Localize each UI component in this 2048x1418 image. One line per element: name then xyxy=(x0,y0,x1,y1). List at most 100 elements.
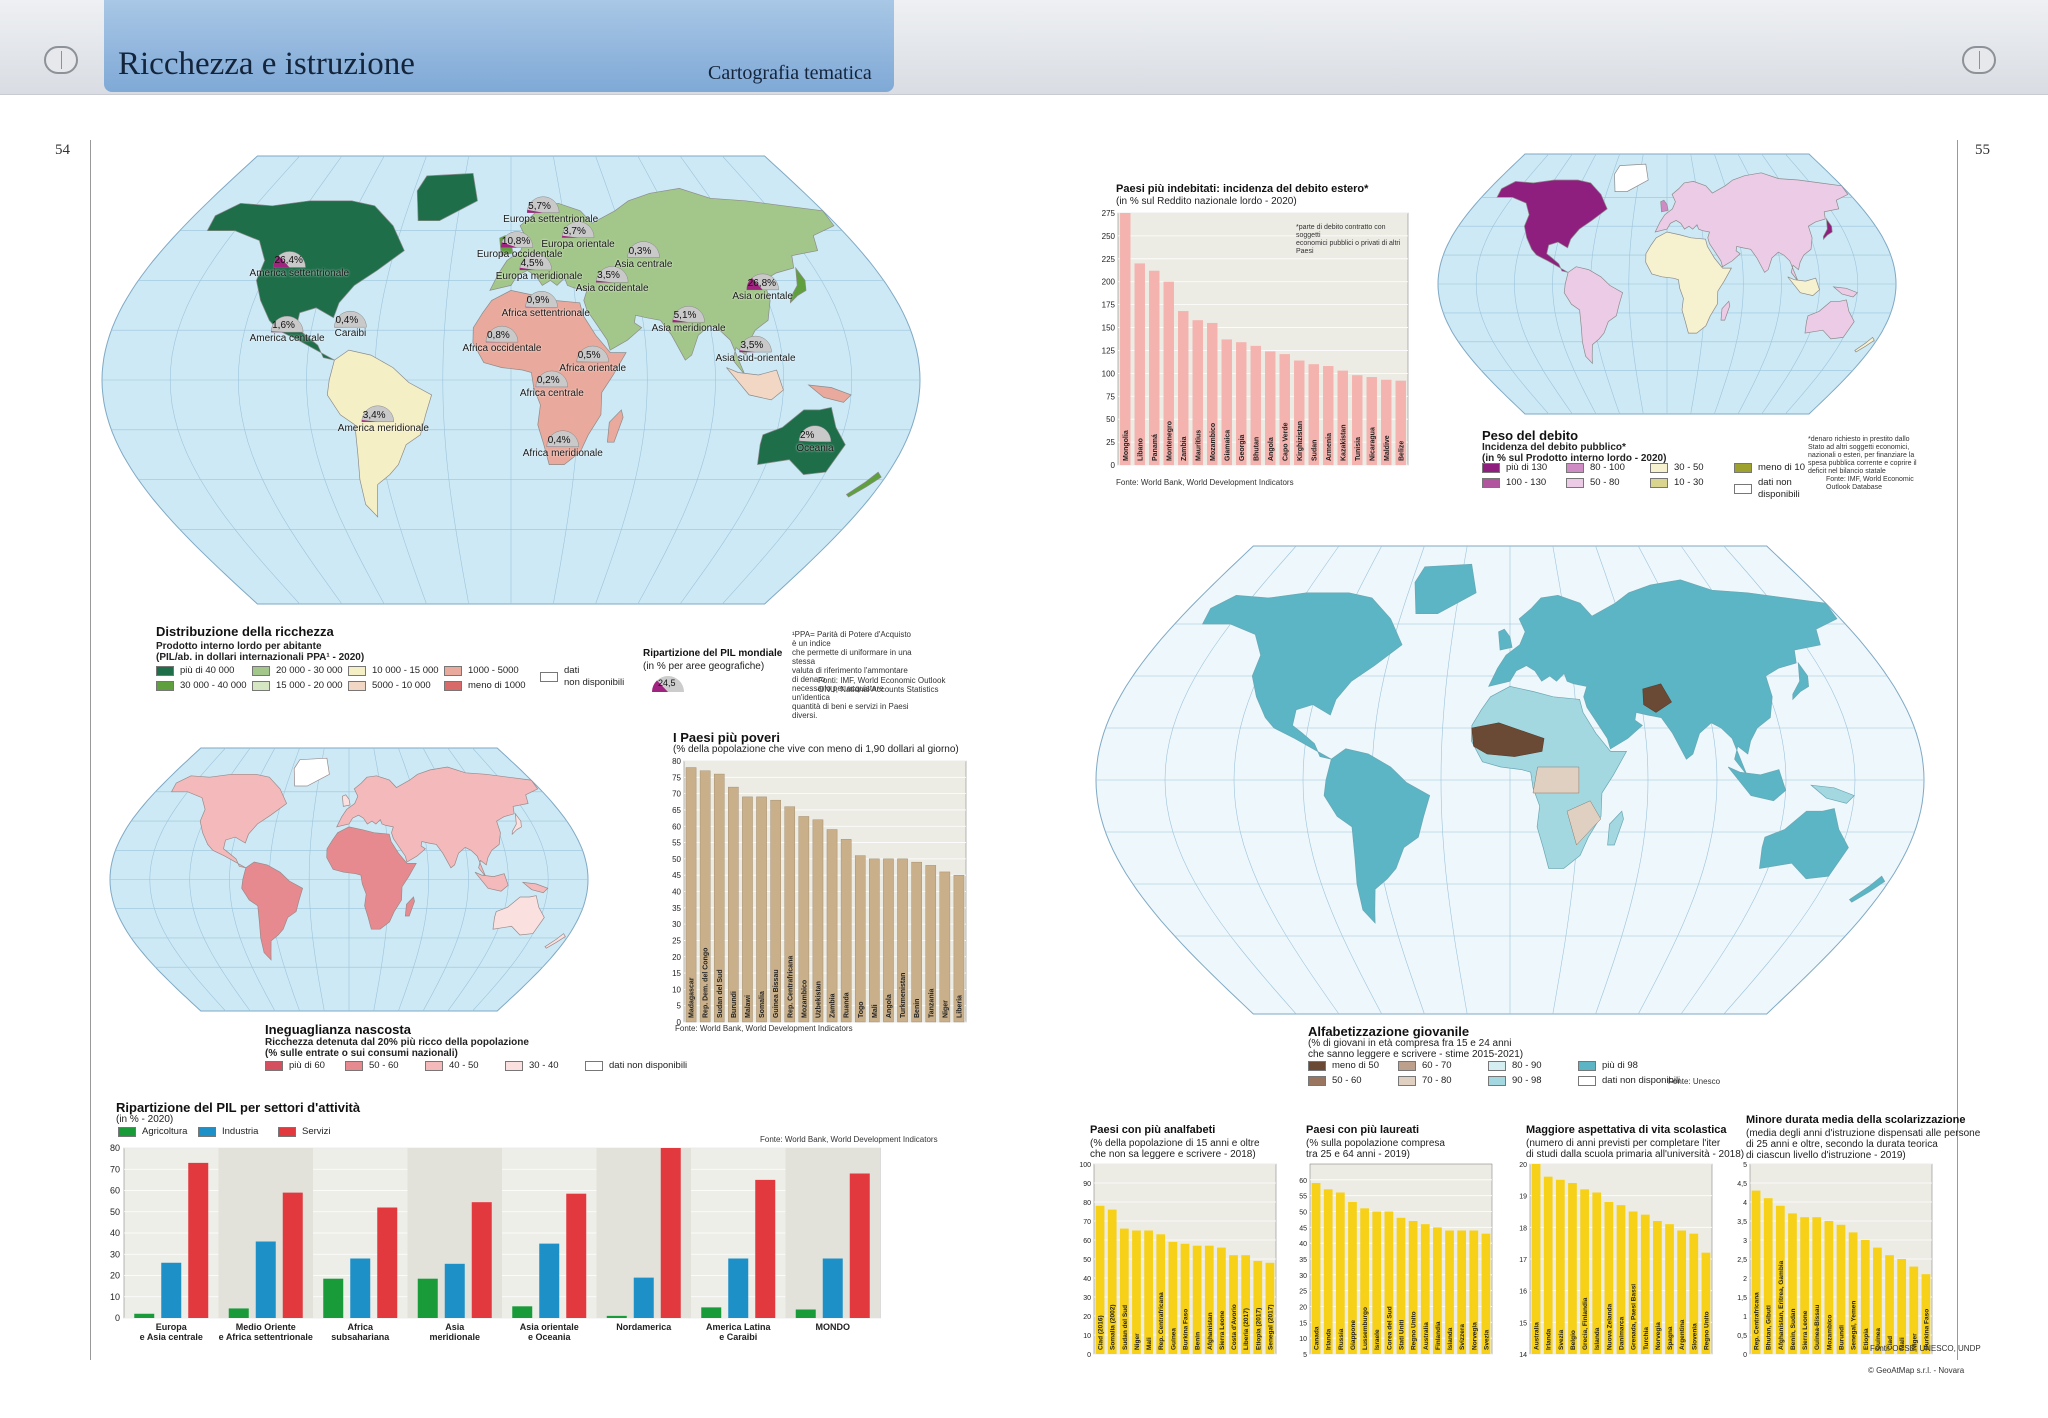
y-tick-label: 55 xyxy=(672,839,681,848)
category-label: Etiopia xyxy=(1863,1328,1870,1350)
y-tick-label: 0 xyxy=(677,1018,682,1027)
landmass xyxy=(1654,172,1849,282)
pil-share-marker xyxy=(334,310,367,328)
legend-label: dati non disponibili xyxy=(1602,1075,1681,1086)
wealth-source: Fonti: IMF, World Economic Outlook ONU, … xyxy=(818,676,946,694)
category-label: Malawi xyxy=(745,995,752,1018)
y-tick-label: 65 xyxy=(672,806,681,815)
y-tick-label: 35 xyxy=(672,904,681,913)
category-label: Burkina Faso xyxy=(1183,1309,1190,1350)
bar xyxy=(742,796,753,1023)
y-tick-label: 100 xyxy=(1079,1162,1091,1169)
bar xyxy=(1836,1224,1846,1354)
legend-item: Industria xyxy=(198,1126,258,1139)
pil-share-marker xyxy=(485,325,519,343)
category-label: Argentina xyxy=(1679,1319,1686,1350)
bar xyxy=(1531,1164,1541,1354)
y-tick-label: 40 xyxy=(1083,1276,1091,1283)
legend-swatch xyxy=(1650,463,1668,473)
bar xyxy=(1481,1233,1491,1354)
bar xyxy=(1323,1189,1333,1354)
legend-swatch xyxy=(1650,478,1668,488)
book-icon xyxy=(1962,46,1996,74)
legend-swatch xyxy=(156,666,174,676)
landmass xyxy=(1792,661,1809,701)
bar xyxy=(812,819,824,1023)
region-label: America meridionale xyxy=(337,422,429,434)
pil-share-marker xyxy=(798,425,832,442)
bar xyxy=(854,855,866,1023)
pil-share-marker xyxy=(576,345,609,363)
bar xyxy=(1337,370,1348,465)
region-share-value: 0,2% xyxy=(536,374,560,386)
category-label: Islanda xyxy=(1594,1327,1601,1350)
legend-item: dati non disponibili xyxy=(1578,1075,1680,1088)
legend-label: Servizi xyxy=(302,1126,331,1137)
bar xyxy=(1107,1209,1117,1354)
bar xyxy=(377,1207,398,1318)
region-share-value: 5,1% xyxy=(673,310,697,322)
literacy-legend: meno di 50 50 - 60 60 - 70 70 - 80 80 - 90 90… xyxy=(1308,1060,1728,1090)
bar xyxy=(1253,1260,1263,1354)
bar xyxy=(1348,1202,1357,1354)
legend-swatch xyxy=(1308,1076,1326,1086)
bar xyxy=(925,865,937,1023)
legend-label: 10 000 - 15 000 xyxy=(372,665,439,676)
category-label: Mali xyxy=(1146,1337,1153,1350)
legend-label: meno di 10 xyxy=(1758,462,1806,473)
category-label: Australia xyxy=(1423,1322,1430,1350)
wealth-title: Distribuzione della ricchezza xyxy=(156,624,334,639)
legend-label: 30 000 - 40 000 xyxy=(180,680,247,691)
category-label: Niger xyxy=(1134,1333,1141,1350)
legend-label: 10 - 30 xyxy=(1674,477,1704,488)
category-label: Giamaica xyxy=(1224,430,1231,461)
y-tick-label: 50 xyxy=(110,1207,120,1217)
legend-swatch xyxy=(118,1127,136,1137)
external-debt-subtitle: (in % sul Reddito nazionale lordo - 2020… xyxy=(1116,196,1297,207)
pil-share-marker xyxy=(627,241,660,258)
literacy-subtitle: (% di giovani in età compresa fra 15 e 2… xyxy=(1308,1038,1524,1060)
category-label: Regno Unito xyxy=(1411,1311,1418,1350)
y-tick-label: 3,5 xyxy=(1737,1219,1747,1226)
category-label: Israele xyxy=(1374,1329,1381,1350)
legend-item: 10 - 30 xyxy=(1650,477,1704,490)
y-tick-label: 20 xyxy=(1519,1162,1527,1169)
poverty-title: I Paesi più poveri xyxy=(673,730,780,745)
y-tick-label: 0,5 xyxy=(1737,1333,1747,1340)
legend-swatch xyxy=(156,681,174,691)
region-share-value: 0,4% xyxy=(547,434,571,446)
bar xyxy=(1352,375,1363,465)
landmass xyxy=(416,173,478,222)
legend-swatch xyxy=(505,1061,523,1071)
external-debt-note: *parte di debito contratto con soggetti … xyxy=(1296,224,1401,255)
legend-label: più di 130 xyxy=(1506,462,1548,473)
region-label: Asia orientale xyxy=(732,290,793,302)
school-life-chart: 14 15 16 17 18 19 20 Australia Irlanda Svezia Belg… xyxy=(1519,1162,1713,1359)
category-label: Europa xyxy=(156,1322,188,1332)
bar xyxy=(282,1192,303,1318)
literacy-source: Fonte: Unesco xyxy=(1668,1077,1721,1086)
legend-label: dati non disponibili xyxy=(564,665,625,688)
y-tick-label: 20 xyxy=(1299,1305,1307,1312)
bar xyxy=(1311,1183,1321,1354)
y-tick-label: 19 xyxy=(1519,1194,1527,1201)
bar xyxy=(1628,1211,1638,1354)
sector-legend: Agricoltura Industria Servizi xyxy=(118,1126,378,1140)
category-label: Stati Uniti xyxy=(1399,1319,1406,1350)
legend-swatch xyxy=(265,1061,283,1071)
bar xyxy=(1885,1255,1894,1354)
bar xyxy=(1241,1255,1251,1354)
landmass xyxy=(521,881,549,894)
region-share-value: 2% xyxy=(799,429,815,441)
category-label: Lussemburgo xyxy=(1362,1307,1369,1350)
legend-swatch xyxy=(1398,1061,1416,1071)
y-tick-label: 15 xyxy=(1519,1320,1527,1327)
legend-item: 30 000 - 40 000 xyxy=(156,680,247,693)
pil-share-marker xyxy=(561,221,595,238)
landmass xyxy=(1804,299,1855,340)
bar xyxy=(755,1179,776,1318)
legend-swatch xyxy=(278,1127,296,1137)
bar xyxy=(701,1307,722,1318)
y-tick-label: 25 xyxy=(1106,438,1115,447)
category-label: Mali xyxy=(872,1004,879,1018)
